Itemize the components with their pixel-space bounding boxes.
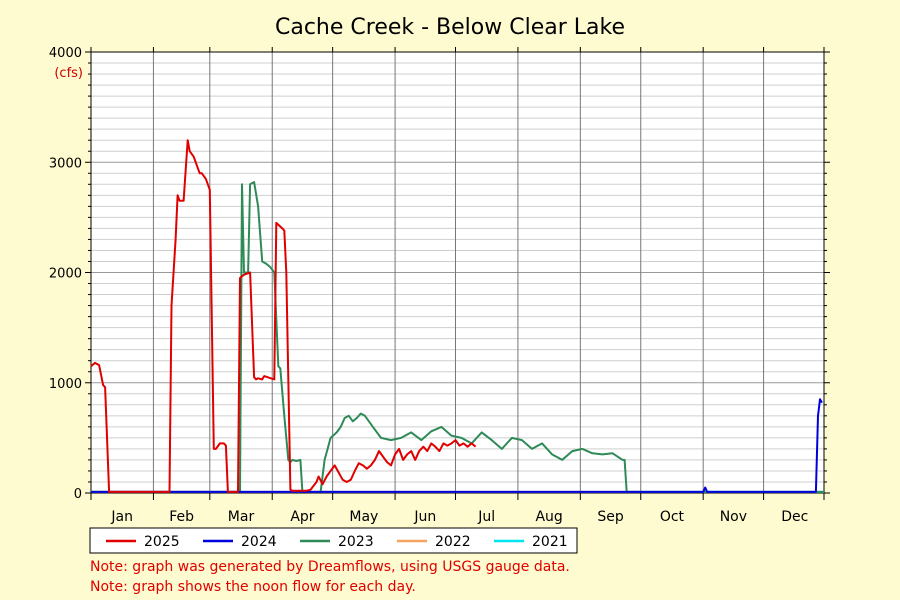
x-tick-label: Jul bbox=[477, 509, 495, 525]
x-tick-label: Jan bbox=[110, 509, 133, 525]
y-unit-label: (cfs) bbox=[54, 66, 83, 81]
y-tick-label: 0 bbox=[74, 487, 82, 502]
x-tick-label: Dec bbox=[781, 509, 808, 525]
x-tick-label: Aug bbox=[535, 509, 562, 525]
legend-box bbox=[89, 527, 578, 554]
legend: 2025 2024 2023 2022 2021 bbox=[89, 527, 578, 554]
y-tick-label: 4000 bbox=[49, 46, 82, 61]
x-tick-label: Sep bbox=[597, 509, 624, 525]
y-tick-label: 2000 bbox=[49, 267, 82, 282]
y-tick-label: 3000 bbox=[49, 156, 82, 171]
legend-label-2023: 2023 bbox=[338, 534, 374, 550]
note-generated-by: Note: graph was generated by Dreamflows,… bbox=[90, 559, 570, 575]
legend-label-2025: 2025 bbox=[144, 534, 180, 550]
chart-title: Cache Creek - Below Clear Lake bbox=[275, 15, 625, 40]
legend-label-2024: 2024 bbox=[241, 534, 277, 550]
x-tick-label: Mar bbox=[228, 509, 255, 525]
x-tick-label: Jun bbox=[413, 509, 436, 525]
x-tick-label: Nov bbox=[720, 509, 747, 525]
x-tick-label: Oct bbox=[660, 509, 685, 525]
series-line-2023 bbox=[91, 181, 824, 493]
series-line-2025 bbox=[90, 139, 477, 493]
y-tick-label: 1000 bbox=[49, 377, 82, 392]
plot-area: 0 1000 2000 3000 4000 Jan Feb Mar Apr May Jun Jul Au… bbox=[49, 46, 830, 525]
x-tick-label: May bbox=[349, 509, 378, 525]
legend-label-2022: 2022 bbox=[435, 534, 471, 550]
x-tick-label: Apr bbox=[290, 509, 314, 525]
legend-label-2021: 2021 bbox=[532, 534, 568, 550]
note-noon-flow: Note: graph shows the noon flow for each… bbox=[90, 579, 416, 595]
x-tick-label: Feb bbox=[169, 509, 194, 525]
